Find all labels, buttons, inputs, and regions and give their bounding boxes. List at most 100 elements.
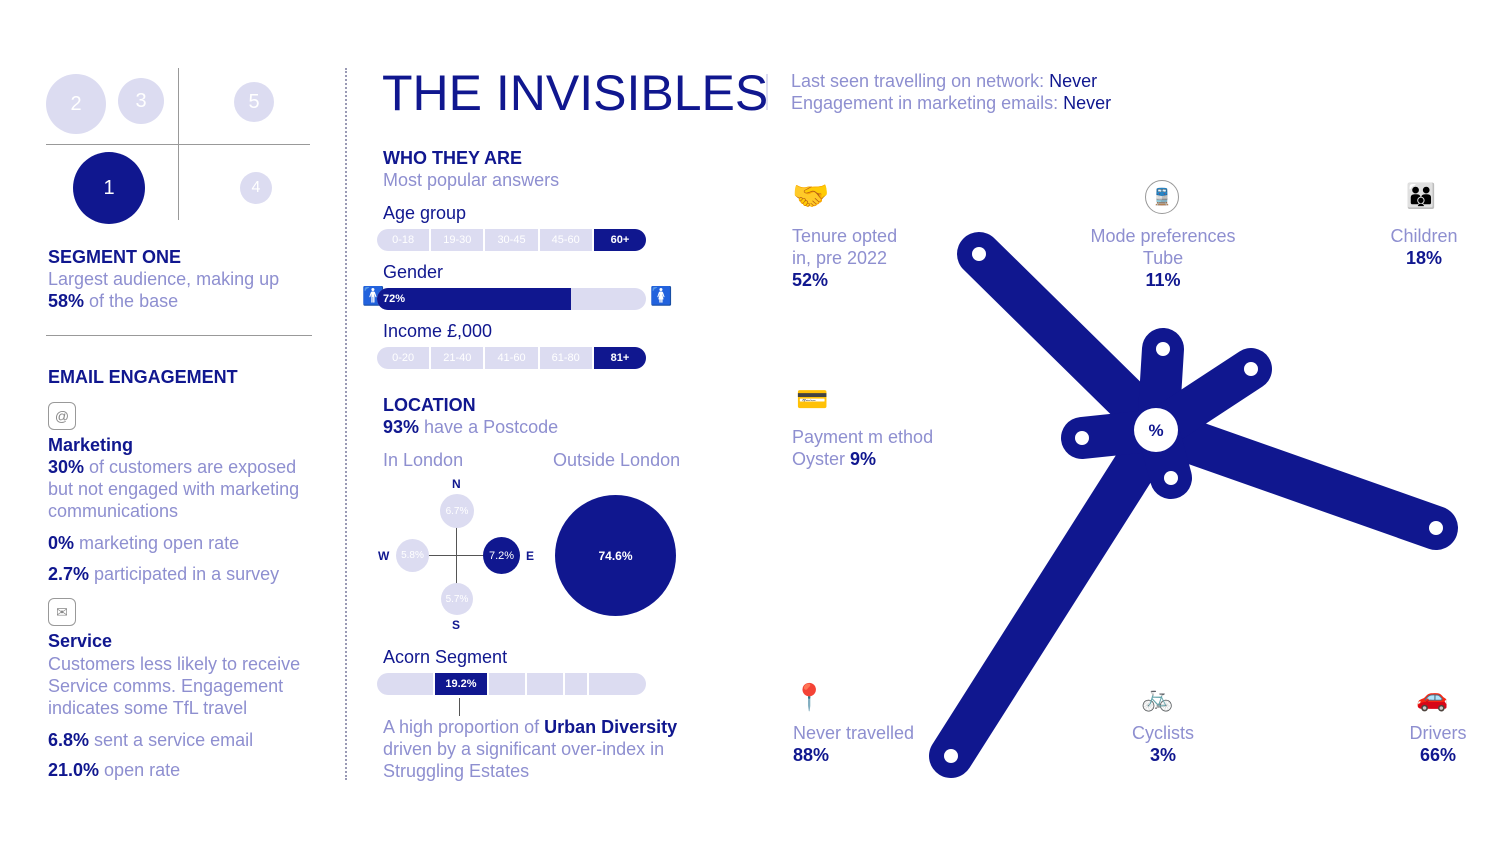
payment-stat: Payment m ethod Oyster 9% (792, 426, 933, 470)
age-cell: 30-45 (485, 229, 540, 251)
segment-circle-2: 2 (46, 74, 106, 134)
acorn-bar: 19.2% (377, 673, 646, 695)
dot-mode (1156, 342, 1170, 356)
left-divider (46, 335, 312, 336)
gender-bar: 72% (377, 288, 646, 310)
acorn-line3: Struggling Estates (383, 761, 530, 781)
page-title: THE INVISIBLES (382, 65, 769, 121)
age-cell: 19-30 (431, 229, 486, 251)
survey-text: participated in a survey (89, 564, 280, 584)
segment-desc-line1: Largest audience, making up (48, 269, 280, 289)
marketing-pct: 30% (48, 457, 85, 477)
gender-label: Gender (383, 262, 444, 282)
arm-never (929, 408, 1180, 778)
marketing-line2: but not engaged with marketing (48, 479, 300, 499)
header-separator (766, 74, 768, 110)
dot-children (1244, 362, 1258, 376)
drivers-stat: Drivers 66% (1388, 722, 1488, 766)
email-icon: @ (48, 402, 76, 430)
who-sub: Most popular answers (383, 170, 560, 190)
age-cell: 45-60 (540, 229, 594, 251)
age-label: Age group (383, 203, 467, 223)
bicycle-icon: 🚲 (1141, 682, 1174, 712)
marketing-line1: of customers are exposed (84, 457, 297, 477)
service-title: Service (48, 631, 113, 651)
sent-pct: 6.8% (48, 730, 90, 750)
payment-value: 9% (850, 449, 877, 469)
east-circle: 7.2% (483, 537, 520, 574)
never-value: 88% (793, 745, 830, 765)
income-cell: 41-60 (485, 347, 540, 369)
cyclists-line1: Cyclists (1132, 723, 1194, 743)
center-label: % (1148, 421, 1163, 440)
acorn-pointer (459, 698, 460, 716)
segment-tail: of the base (84, 291, 179, 311)
service-rate-stat: 21.0% open rate (48, 759, 180, 781)
tenure-value: 52% (792, 270, 829, 290)
last-seen-label: Last seen travelling on network: (791, 71, 1050, 91)
west-circle: 5.8% (396, 539, 429, 572)
drivers-line1: Drivers (1409, 723, 1467, 743)
service-line3: indicates some TfL travel (48, 698, 248, 718)
children-value: 18% (1405, 248, 1443, 268)
income-bar: 0-20 21-40 41-60 61-80 81+ (377, 347, 646, 369)
rate-text: open rate (99, 760, 181, 780)
acorn-line2: driven by a significant over-index in (383, 739, 665, 759)
acorn-cell (565, 673, 589, 695)
never-stat: Never travelled 88% (793, 722, 914, 766)
survey-stat: 2.7% participated in a survey (48, 563, 279, 585)
compass-s: S (452, 618, 461, 632)
income-cell: 21-40 (431, 347, 486, 369)
north-circle: 6.7% (440, 494, 474, 528)
outside-london-label: Outside London (553, 450, 681, 470)
never-line1: Never travelled (793, 723, 915, 743)
service-line1: Customers less likely to receive (48, 654, 301, 674)
postcode-text: have a Postcode (419, 417, 559, 437)
income-cell: 0-20 (377, 347, 432, 369)
cyclists-stat: Cyclists 3% (1113, 722, 1213, 766)
last-seen-value: Never (1049, 71, 1098, 91)
female-icon: 🚺 (650, 286, 673, 306)
acorn-cell (489, 673, 527, 695)
income-cell-selected: 81+ (593, 347, 646, 369)
acorn-desc: A high proportion of Urban Diversity dri… (383, 716, 703, 782)
gender-pct: 72% (383, 293, 406, 305)
gender-fill: 72% (377, 288, 571, 310)
mode-stat: Mode preferences Tube 11% (1063, 225, 1263, 291)
age-cell-selected: 60+ (593, 229, 646, 251)
marketing-title: Marketing (48, 435, 134, 455)
segment-circle-1: 1 (73, 152, 145, 224)
outside-london-circle: 74.6% (555, 495, 676, 616)
train-icon: 🚆 (1145, 180, 1179, 214)
segment-title: SEGMENT ONE (48, 247, 182, 267)
email-heading: EMAIL ENGAGEMENT (48, 367, 238, 387)
compass: N S W E 6.7% 5.7% 5.8% 7.2% (375, 475, 540, 635)
segment-circle-5: 5 (234, 82, 274, 122)
segment-desc-line2: 58% of the base (48, 290, 318, 312)
acorn-bold: Urban Diversity (544, 717, 678, 737)
survey-pct: 2.7% (48, 564, 90, 584)
who-heading: WHO THEY ARE (383, 148, 523, 168)
tenure-line1: Tenure opted (792, 226, 898, 246)
acorn-cell (589, 673, 646, 695)
segment-circle-3: 3 (118, 78, 164, 124)
tenure-line2: in, pre 2022 (792, 248, 888, 268)
contactless-card-icon: 💳 (796, 384, 829, 414)
dotted-divider (345, 68, 347, 780)
dot-drivers (1429, 521, 1443, 535)
acorn-line1: A high proportion of (383, 717, 545, 737)
cyclists-value: 3% (1149, 745, 1176, 765)
children-stat: Children 18% (1374, 225, 1474, 269)
children-line1: Children (1390, 226, 1458, 246)
compass-w: W (378, 549, 390, 563)
marketing-desc: 30% of customers are exposed but not eng… (48, 456, 318, 522)
payment-line2: Oyster (792, 449, 851, 469)
open-text: marketing open rate (74, 533, 240, 553)
payment-line1: Payment m ethod (792, 427, 934, 447)
segment-pct: 58% (48, 291, 85, 311)
dot-payment (1075, 431, 1089, 445)
age-cell: 0-18 (377, 229, 432, 251)
acorn-label: Acorn Segment (383, 647, 508, 667)
center-circle (1134, 408, 1178, 452)
service-sent-stat: 6.8% sent a service email (48, 729, 253, 751)
